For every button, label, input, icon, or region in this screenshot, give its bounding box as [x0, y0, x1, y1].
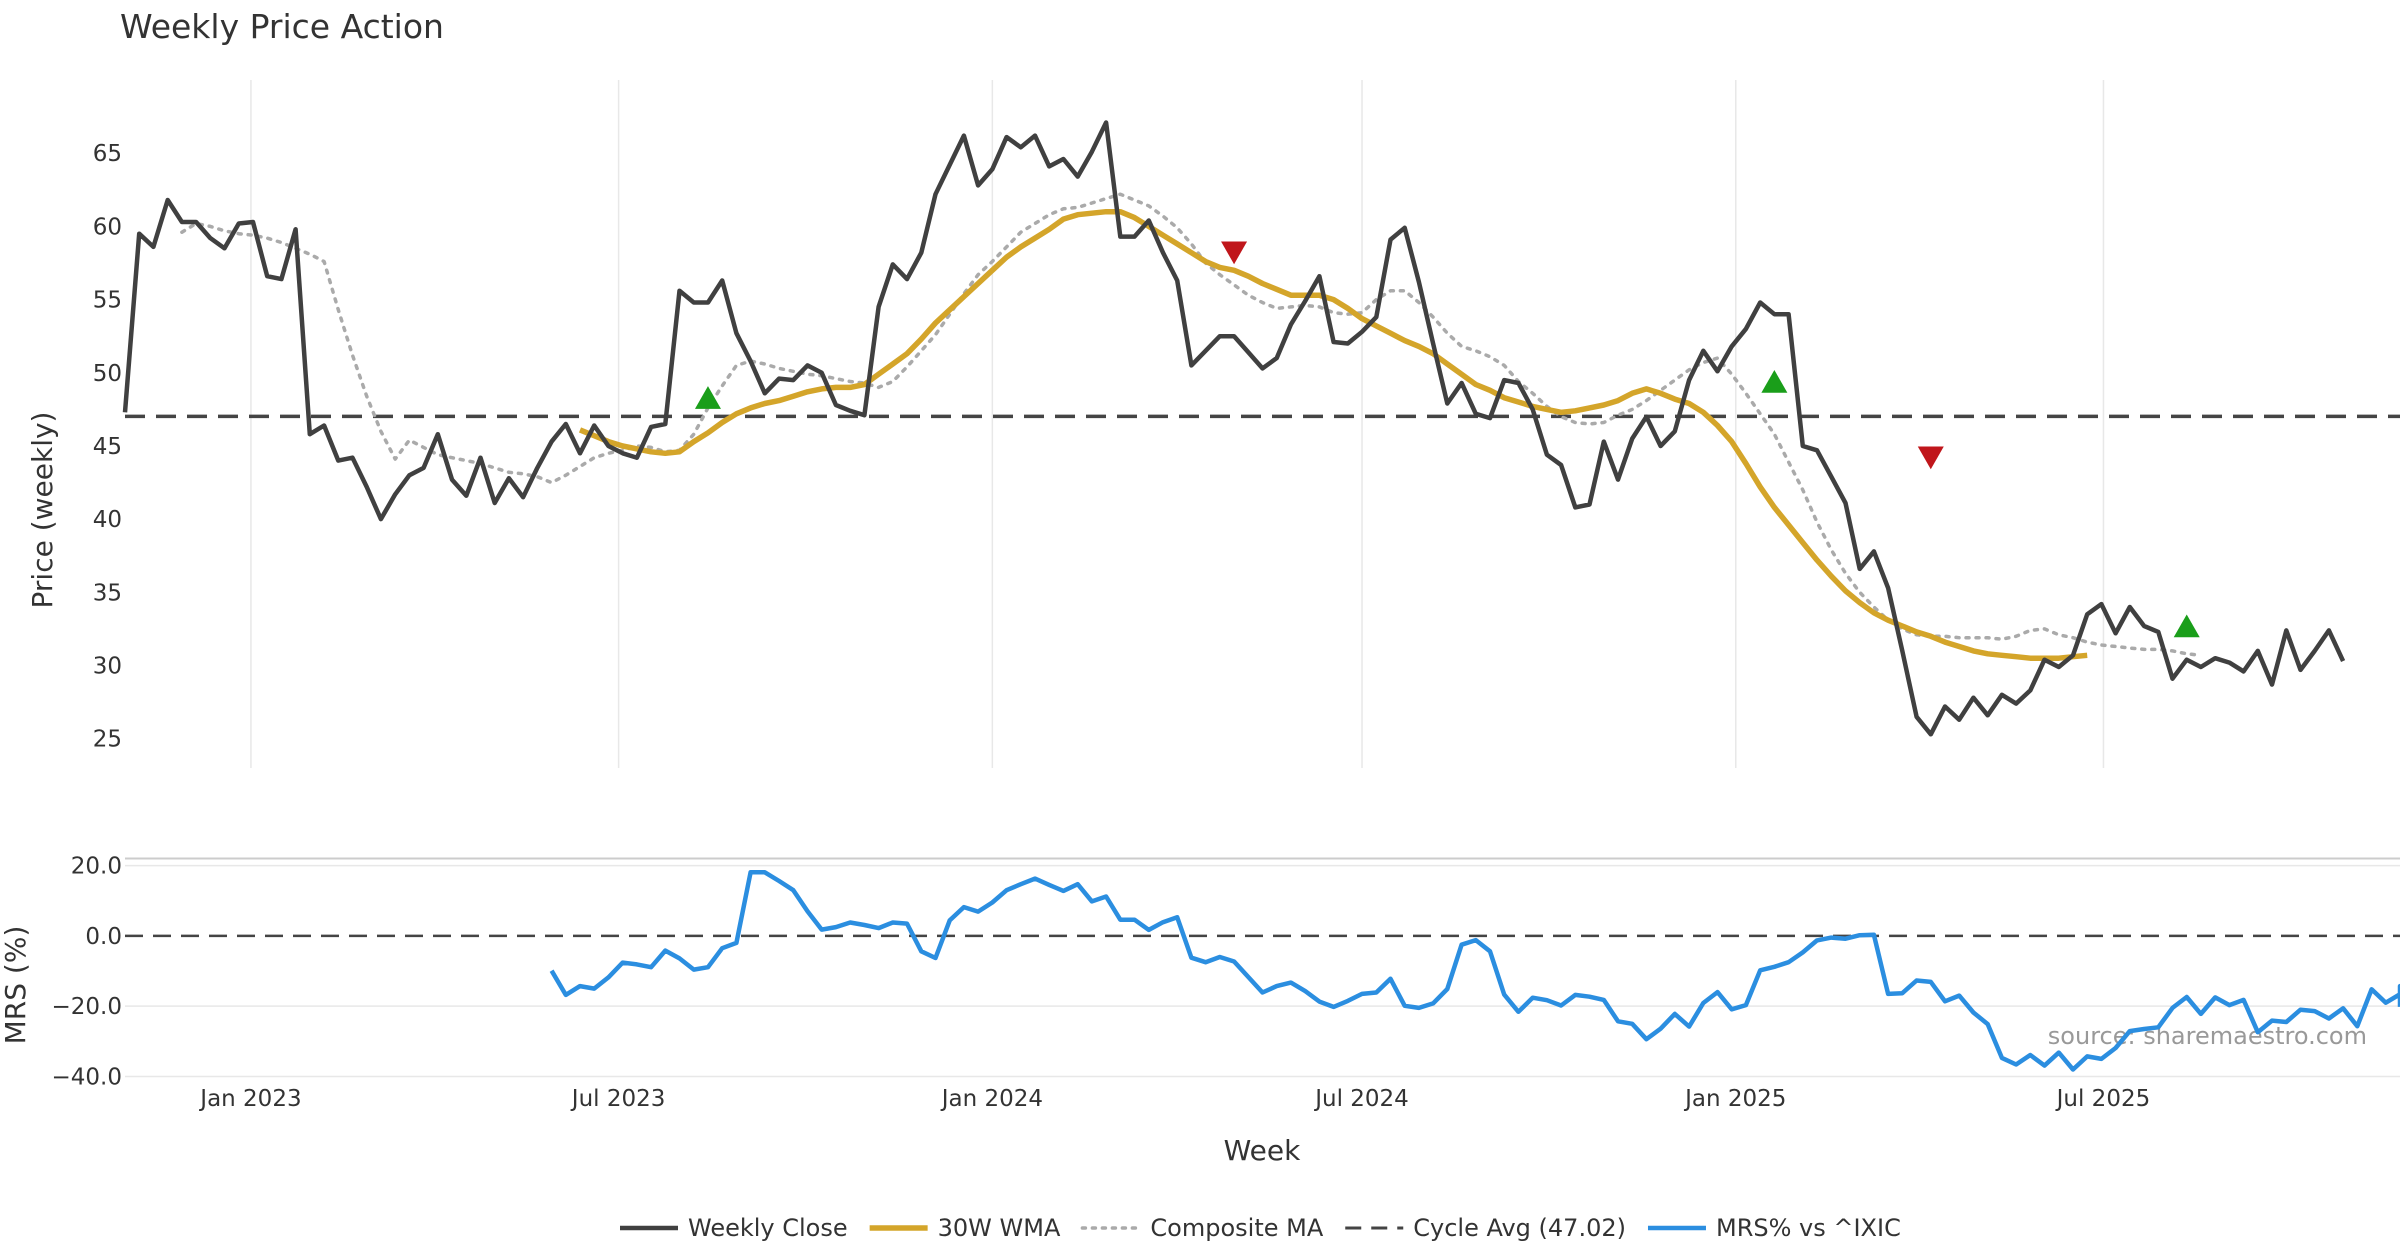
legend: Weekly Close 30W WMA Composite MA Cycle Avg… [620, 1214, 1901, 1242]
price-y-axis-title: Price (weekly) [26, 412, 59, 609]
price-y-tick-label: 25 [93, 727, 122, 753]
mrs-y-tick-label: −20.0 [52, 994, 122, 1020]
x-tick-label: Jan 2023 [198, 1086, 301, 1112]
price-series-group [122, 120, 2346, 737]
mrs-series-group [549, 870, 2400, 1072]
buy-signal-marker [1761, 370, 1788, 393]
legend-label-mrs: MRS% vs ^IXIC [1716, 1214, 1901, 1242]
mrs-y-tick-label: 20.0 [71, 854, 122, 880]
mrs-gridlines [125, 857, 2400, 1078]
mrs-y-ticks: 20.0 0.0 −20.0 −40.0 [52, 854, 122, 1091]
buy-signal-marker [2173, 614, 2200, 638]
mrs-y-axis-title: MRS (%) [0, 926, 32, 1045]
x-tick-label: Jan 2025 [1683, 1086, 1786, 1112]
mrs-y-tick-label: 0.0 [85, 924, 122, 950]
close-series-line [122, 120, 2346, 737]
price-y-tick-label: 50 [93, 361, 122, 387]
price-y-tick-label: 60 [93, 214, 122, 240]
legend-label-close: Weekly Close [688, 1214, 848, 1242]
price-y-tick-label: 30 [93, 654, 122, 680]
price-y-tick-label: 45 [93, 434, 122, 460]
x-tick-label: Jul 2023 [570, 1086, 666, 1112]
chart-title: Weekly Price Action [120, 7, 444, 46]
legend-label-wma: 30W WMA [938, 1214, 1061, 1242]
x-axis-title: Week [1224, 1134, 1301, 1167]
signal-markers [694, 241, 2200, 638]
composite-series-line [180, 192, 2203, 658]
legend-label-composite: Composite MA [1150, 1214, 1323, 1242]
x-ticks: Jan 2023 Jul 2023 Jan 2024 Jul 2024 Jan 2025… [198, 1086, 2150, 1112]
x-tick-label: Jul 2025 [2055, 1086, 2151, 1112]
price-y-tick-label: 40 [93, 507, 122, 533]
price-y-tick-label: 35 [93, 580, 122, 606]
buy-signal-marker [694, 386, 721, 409]
x-tick-label: Jul 2024 [1313, 1086, 1409, 1112]
source-note: source: sharemaestro.com [2048, 1022, 2367, 1050]
price-gridlines [250, 80, 2105, 768]
wma-series-line [578, 208, 2088, 661]
legend-label-cycle: Cycle Avg (47.02) [1413, 1214, 1626, 1242]
price-y-tick-label: 55 [93, 288, 122, 314]
x-tick-label: Jan 2024 [940, 1086, 1043, 1112]
mrs-series-line [549, 870, 2400, 1072]
sell-signal-marker [1221, 241, 1248, 265]
sell-signal-marker [1917, 446, 1944, 470]
price-y-ticks: 25 30 35 40 45 50 55 60 65 [93, 141, 122, 753]
mrs-y-tick-label: −40.0 [52, 1064, 122, 1090]
price-y-tick-label: 65 [93, 141, 122, 167]
